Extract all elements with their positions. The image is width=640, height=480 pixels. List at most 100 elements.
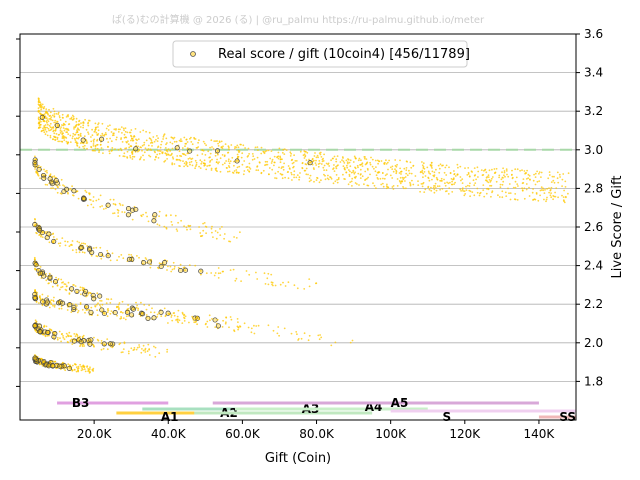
data-point xyxy=(81,251,84,254)
data-point xyxy=(288,167,291,170)
data-point xyxy=(558,173,561,176)
data-point-highlight xyxy=(87,341,93,347)
data-point xyxy=(483,169,485,172)
data-point xyxy=(122,348,125,350)
y-tick-label: 2.8 xyxy=(584,181,603,195)
data-point xyxy=(318,152,321,155)
data-point xyxy=(76,333,78,336)
data-point xyxy=(292,161,295,164)
data-point xyxy=(382,185,385,188)
data-point xyxy=(385,187,388,190)
data-point xyxy=(162,138,165,140)
data-point xyxy=(309,174,312,177)
data-point xyxy=(92,367,95,370)
data-point xyxy=(320,163,323,165)
data-point xyxy=(61,137,64,140)
data-point xyxy=(158,224,161,227)
data-point xyxy=(501,190,504,193)
data-point xyxy=(97,198,100,201)
data-point xyxy=(100,134,102,137)
data-point xyxy=(75,308,78,311)
data-point xyxy=(94,147,97,150)
data-point xyxy=(318,160,321,162)
data-point xyxy=(109,259,112,262)
data-point xyxy=(127,314,130,317)
data-point xyxy=(148,131,151,134)
data-point xyxy=(116,314,118,317)
data-point xyxy=(308,177,311,180)
data-point xyxy=(204,225,207,228)
rank-range-label: A5 xyxy=(391,396,409,410)
data-point xyxy=(176,320,179,322)
data-point xyxy=(227,151,230,154)
data-point xyxy=(266,277,269,280)
data-point xyxy=(301,167,304,169)
data-point xyxy=(267,283,270,286)
data-point xyxy=(74,285,77,287)
data-point xyxy=(68,245,71,248)
data-point xyxy=(48,108,50,111)
data-point xyxy=(273,161,276,164)
data-point xyxy=(176,155,179,157)
data-point xyxy=(83,135,86,138)
data-point xyxy=(153,140,156,143)
data-point xyxy=(189,137,191,140)
data-point xyxy=(96,147,99,150)
data-point xyxy=(147,148,150,150)
data-point xyxy=(510,174,513,176)
data-point xyxy=(48,282,50,284)
data-point xyxy=(223,237,226,240)
data-point xyxy=(219,234,222,237)
data-point xyxy=(115,138,118,141)
data-point xyxy=(110,150,113,152)
data-point xyxy=(101,303,104,306)
data-point xyxy=(453,170,455,172)
data-point xyxy=(48,306,51,309)
data-point xyxy=(476,187,479,190)
data-point xyxy=(432,186,435,189)
data-point xyxy=(52,236,55,238)
data-point xyxy=(151,307,153,310)
legend-marker xyxy=(190,51,196,57)
data-point xyxy=(277,170,279,173)
data-point xyxy=(39,104,42,106)
data-point xyxy=(80,122,82,124)
data-point xyxy=(40,120,42,123)
data-point xyxy=(294,160,297,162)
data-point xyxy=(401,180,404,183)
data-point xyxy=(154,346,157,349)
data-point xyxy=(314,152,316,154)
data-point xyxy=(171,147,174,150)
x-tick-label: 40.0K xyxy=(151,427,187,441)
data-point xyxy=(271,158,274,161)
data-point xyxy=(194,167,197,170)
data-point xyxy=(77,370,80,373)
data-point xyxy=(37,269,40,272)
data-point xyxy=(166,149,168,152)
data-point xyxy=(319,153,322,156)
data-point xyxy=(443,171,446,174)
data-point xyxy=(405,169,408,172)
data-point xyxy=(62,122,65,125)
data-point xyxy=(76,145,79,147)
data-point xyxy=(186,228,188,231)
data-point xyxy=(105,207,107,210)
data-point xyxy=(248,166,251,169)
data-point xyxy=(44,232,47,235)
data-point xyxy=(523,187,526,190)
data-point xyxy=(172,157,175,160)
data-point xyxy=(181,322,184,324)
data-point xyxy=(435,176,438,179)
y-tick-label: 2.2 xyxy=(584,297,603,311)
data-point xyxy=(435,168,437,171)
data-point xyxy=(72,364,74,367)
data-point xyxy=(349,159,352,162)
data-point xyxy=(136,346,139,349)
data-point-highlight xyxy=(71,338,77,344)
data-point xyxy=(169,141,172,144)
data-point xyxy=(37,164,40,167)
data-point xyxy=(171,319,174,322)
data-point xyxy=(500,178,503,181)
data-point xyxy=(85,139,88,141)
data-point xyxy=(60,333,63,336)
